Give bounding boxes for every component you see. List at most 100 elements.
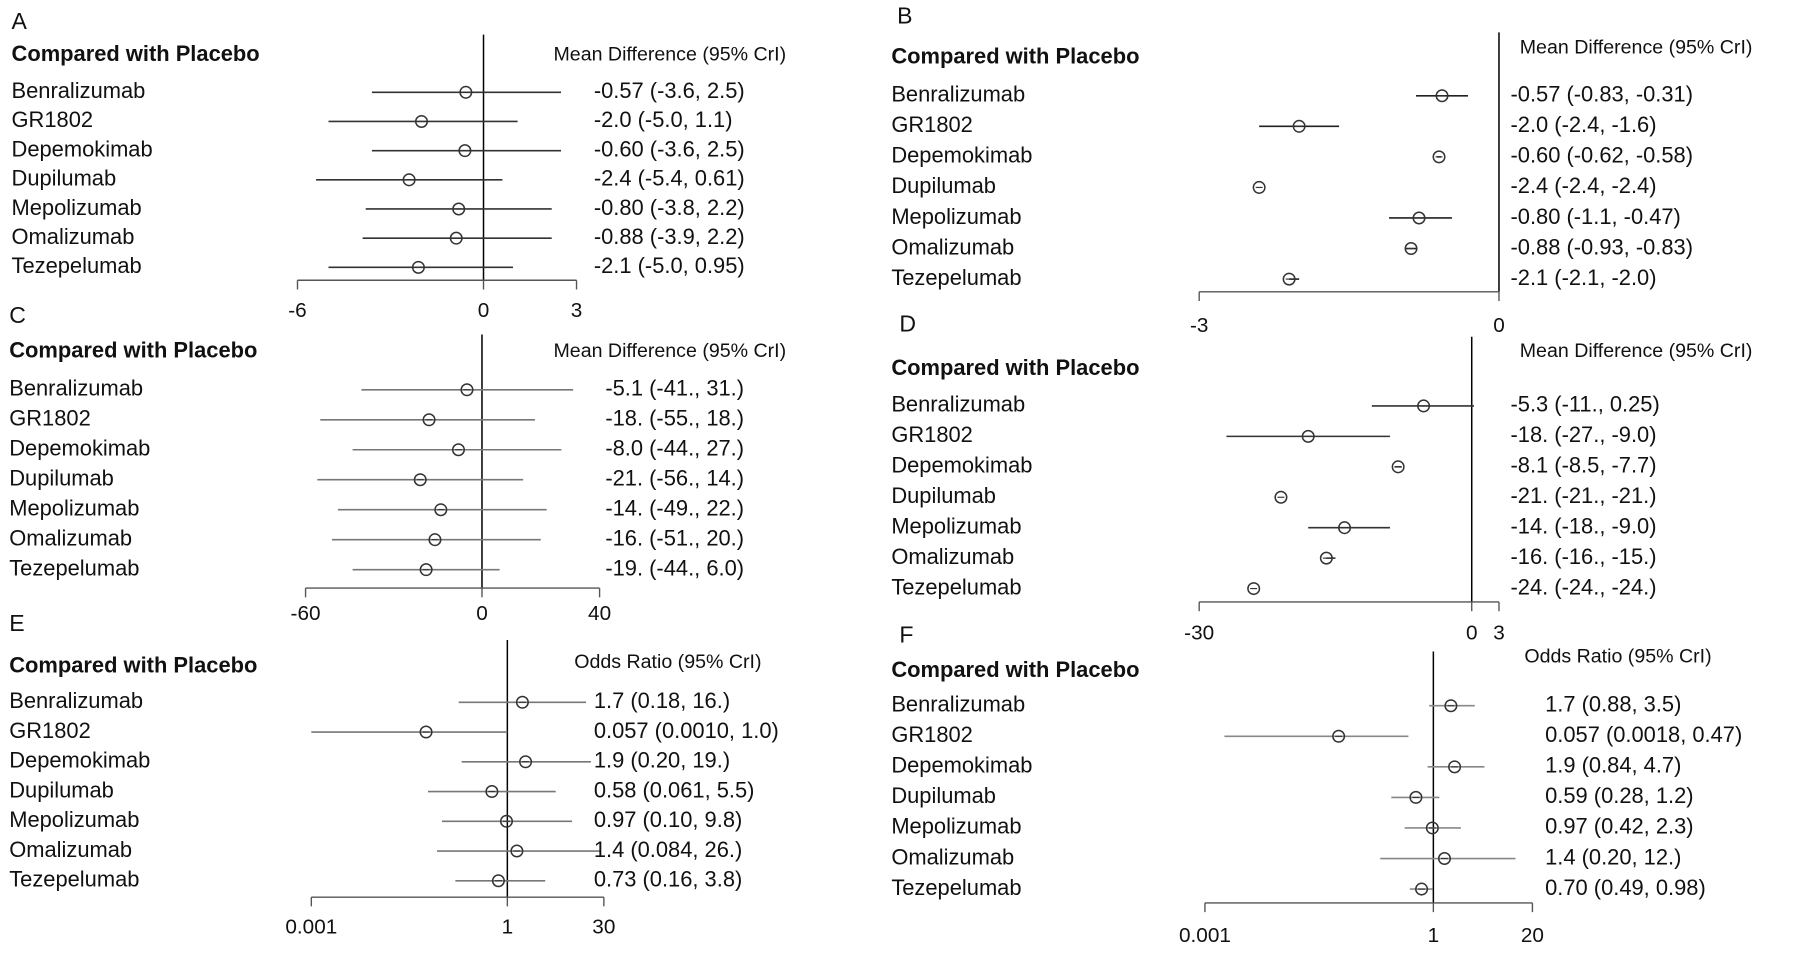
row-label: Depemokimab [891, 453, 1032, 478]
row-label: Mepolizumab [891, 513, 1021, 538]
row-label: Benralizumab [891, 392, 1025, 417]
point-estimate [1301, 429, 1315, 443]
value-label: 1.9 (0.84, 4.7) [1545, 753, 1681, 778]
panel-header: Compared with Placebo [9, 338, 257, 363]
point-estimate [428, 533, 442, 547]
value-label: 0.70 (0.49, 0.98) [1545, 875, 1706, 900]
point-estimate [1409, 790, 1423, 804]
panel-label: E [9, 610, 24, 636]
point-estimate [1252, 180, 1266, 194]
panel-label: F [899, 622, 913, 648]
column-title: Odds Ratio (95% CrI) [574, 651, 761, 673]
x-tick-label: 0 [1493, 314, 1505, 337]
point-estimate [1435, 89, 1449, 103]
point-estimate [460, 383, 474, 397]
x-tick-label: 0 [476, 602, 488, 625]
row-label: Mepolizumab [9, 495, 139, 520]
row-label: Benralizumab [891, 82, 1025, 107]
value-label: -0.60 (-0.62, -0.58) [1511, 143, 1694, 168]
column-title: Mean Difference (95% CrI) [553, 44, 786, 66]
row-label: Depemokimab [9, 748, 150, 773]
column-title: Odds Ratio (95% CrI) [1524, 645, 1711, 667]
row-label: Benralizumab [9, 376, 143, 401]
point-estimate [515, 695, 529, 709]
row-label: Omalizumab [891, 844, 1014, 869]
row-label: Benralizumab [12, 78, 146, 103]
value-label: -14. (-49., 22.) [605, 495, 744, 520]
row-label: Mepolizumab [891, 204, 1021, 229]
value-label: 0.58 (0.061, 5.5) [594, 777, 755, 802]
value-label: 1.4 (0.20, 12.) [1545, 844, 1681, 869]
value-label: -5.1 (-41., 31.) [605, 376, 744, 401]
panel-header: Compared with Placebo [891, 657, 1139, 682]
value-label: -0.57 (-0.83, -0.31) [1511, 82, 1694, 107]
value-label: -0.88 (-3.9, 2.2) [594, 224, 745, 249]
point-estimate [458, 144, 472, 158]
value-label: 0.73 (0.16, 3.8) [594, 867, 742, 892]
row-label: Tezepelumab [9, 867, 139, 892]
value-label: -8.1 (-8.5, -7.7) [1511, 453, 1657, 478]
panel-header: Compared with Placebo [891, 43, 1139, 68]
value-label: -21. (-56., 14.) [605, 466, 744, 491]
value-label: -2.0 (-5.0, 1.1) [594, 107, 733, 132]
point-estimate [419, 563, 433, 577]
row-label: Dupilumab [9, 466, 114, 491]
column-title: Mean Difference (95% CrI) [1520, 340, 1753, 362]
panel-label: C [9, 302, 26, 328]
point-estimate [1415, 882, 1429, 896]
row-label: Tezepelumab [12, 253, 142, 278]
row-label: Tezepelumab [9, 555, 139, 580]
value-label: -5.3 (-11., 0.25) [1511, 392, 1660, 417]
row-label: Tezepelumab [891, 574, 1021, 599]
row-label: GR1802 [891, 422, 973, 447]
row-label: GR1802 [891, 112, 973, 137]
value-label: -0.80 (-3.8, 2.2) [594, 195, 745, 220]
value-label: -14. (-18., -9.0) [1511, 513, 1657, 538]
point-estimate [1448, 760, 1462, 774]
x-tick-label: 0 [1466, 622, 1478, 645]
row-label: Omalizumab [9, 837, 132, 862]
value-label: 1.7 (0.88, 3.5) [1545, 692, 1681, 717]
value-label: 1.7 (0.18, 16.) [594, 688, 730, 713]
point-estimate [402, 173, 416, 187]
point-estimate [519, 755, 533, 769]
row-label: GR1802 [9, 406, 91, 431]
point-estimate [459, 85, 473, 99]
row-label: Dupilumab [891, 783, 996, 808]
value-label: 0.97 (0.10, 9.8) [594, 807, 742, 832]
x-tick-label: 40 [588, 602, 611, 625]
row-label: Depemokimab [9, 436, 150, 461]
value-label: -0.57 (-3.6, 2.5) [594, 78, 745, 103]
value-label: -2.1 (-5.0, 0.95) [594, 253, 745, 278]
point-estimate [510, 844, 524, 858]
x-tick-label: 30 [592, 916, 615, 939]
row-label: Omalizumab [891, 234, 1014, 259]
value-label: 0.97 (0.42, 2.3) [1545, 814, 1693, 839]
point-estimate [1391, 460, 1405, 474]
x-tick-label: -30 [1184, 622, 1214, 645]
point-estimate [485, 785, 499, 799]
point-estimate [1319, 551, 1333, 565]
panel-label: D [899, 310, 916, 336]
x-tick-label: -3 [1190, 314, 1208, 337]
x-tick-label: 0.001 [1179, 924, 1231, 947]
row-label: GR1802 [9, 718, 91, 743]
value-label: 1.4 (0.084, 26.) [594, 837, 742, 862]
panel-header: Compared with Placebo [12, 41, 260, 66]
point-estimate [1425, 821, 1439, 835]
panel-header: Compared with Placebo [891, 355, 1139, 380]
row-label: Dupilumab [9, 777, 114, 802]
row-label: Dupilumab [891, 173, 996, 198]
point-estimate [449, 231, 463, 245]
row-label: Depemokimab [891, 143, 1032, 168]
x-tick-label: 1 [1428, 924, 1440, 947]
row-label: Dupilumab [891, 483, 996, 508]
point-estimate [413, 473, 427, 487]
row-label: Mepolizumab [9, 807, 139, 832]
panel-header: Compared with Placebo [9, 652, 257, 677]
point-estimate [1292, 119, 1306, 133]
value-label: 0.057 (0.0018, 0.47) [1545, 722, 1742, 747]
value-label: -16. (-16., -15.) [1511, 544, 1657, 569]
point-estimate [434, 503, 448, 517]
